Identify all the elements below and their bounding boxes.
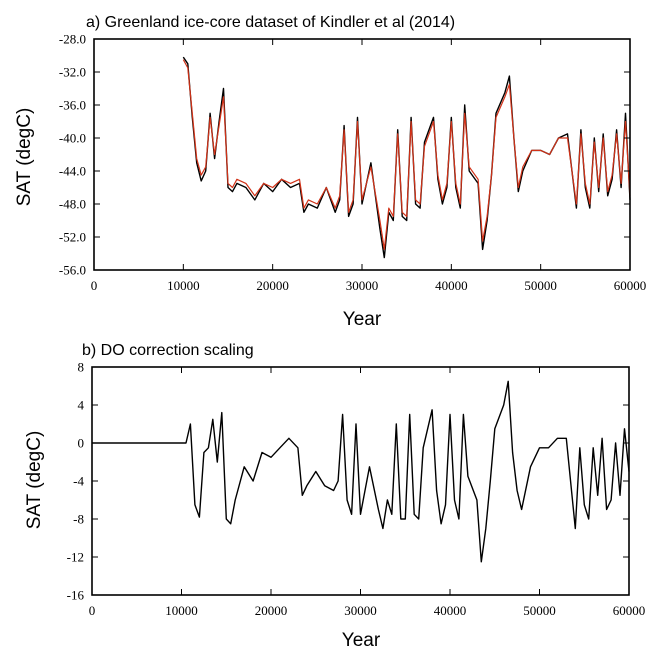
- panel-a-x-tick-label: 20000: [256, 278, 289, 293]
- panel-b-ticks: 0 10000 20000 30000 40000 50000 60000 -16 -12 -8 -…: [67, 360, 646, 619]
- panel-a-y-axis-label: SAT (degC): [14, 108, 35, 207]
- panel-a-y-tick-label: -36.0: [59, 98, 86, 113]
- panel-a-y-tick-label: -44.0: [59, 164, 86, 179]
- panel-b-y-tick-label: 4: [78, 398, 85, 413]
- panel-a-y-tick-label: -28.0: [59, 32, 86, 47]
- panel-a-x-tick-label: 40000: [435, 278, 468, 293]
- panel-a-y-tick-label: -40.0: [59, 131, 86, 146]
- panel-a-x-tick-label: 0: [91, 278, 98, 293]
- panel-b-y-tick-label: -16: [67, 588, 85, 603]
- panel-b-series-layer: [92, 380, 630, 563]
- panel-a-x-tick-label: 50000: [524, 278, 557, 293]
- panel-b-plot-frame: [91, 366, 630, 596]
- panel-b-y-axis-label: SAT (degC): [24, 431, 45, 530]
- panel-a-series-1-line: [182, 59, 631, 250]
- panel-b-y-tick-label: -12: [67, 550, 84, 565]
- panel-b-series-0-line: [92, 380, 630, 563]
- panel-b-x-tick-label: 50000: [523, 603, 556, 618]
- panel-b-do-correction-chart: b) DO correction scaling SAT (degC) Year…: [24, 342, 645, 651]
- panel-b-x-tick-label: 10000: [165, 603, 198, 618]
- panel-a-x-tick-label: 10000: [167, 278, 200, 293]
- panel-b-x-axis-label: Year: [342, 630, 381, 651]
- panel-a-series-layer: [182, 56, 631, 259]
- panel-a-y-tick-label: -56.0: [59, 263, 86, 278]
- panel-b-title: b) DO correction scaling: [82, 342, 254, 359]
- panel-b-x-tick-label: 20000: [255, 603, 288, 618]
- panel-b-y-tick-label: -8: [73, 512, 84, 527]
- panel-b-y-tick-label: -4: [73, 474, 84, 489]
- panel-a-y-tick-label: -48.0: [59, 197, 86, 212]
- panel-b-x-tick-label: 40000: [434, 603, 467, 618]
- panel-a-y-tick-label: -32.0: [59, 65, 86, 80]
- panel-a-x-tick-label: 60000: [614, 278, 647, 293]
- panel-a-plot-frame: [93, 38, 631, 271]
- panel-a-x-axis-label: Year: [343, 309, 382, 330]
- panel-a-y-tick-label: -52.0: [59, 230, 86, 245]
- panel-a-series-0-line: [182, 56, 631, 259]
- panel-b-x-tick-label: 30000: [344, 603, 377, 618]
- panel-b-y-tick-label: 0: [78, 436, 85, 451]
- panel-b-x-tick-label: 0: [89, 603, 96, 618]
- panel-a-ticks: 0 10000 20000 30000 40000 50000 60000 -56.0 -52.…: [59, 32, 646, 294]
- panel-b-x-tick-label: 60000: [613, 603, 646, 618]
- panel-a-ice-core-chart: a) Greenland ice-core dataset of Kindler…: [14, 14, 646, 330]
- panel-b-y-tick-label: 8: [78, 360, 85, 375]
- panel-a-title: a) Greenland ice-core dataset of Kindler…: [86, 14, 455, 31]
- panel-a-x-tick-label: 30000: [346, 278, 379, 293]
